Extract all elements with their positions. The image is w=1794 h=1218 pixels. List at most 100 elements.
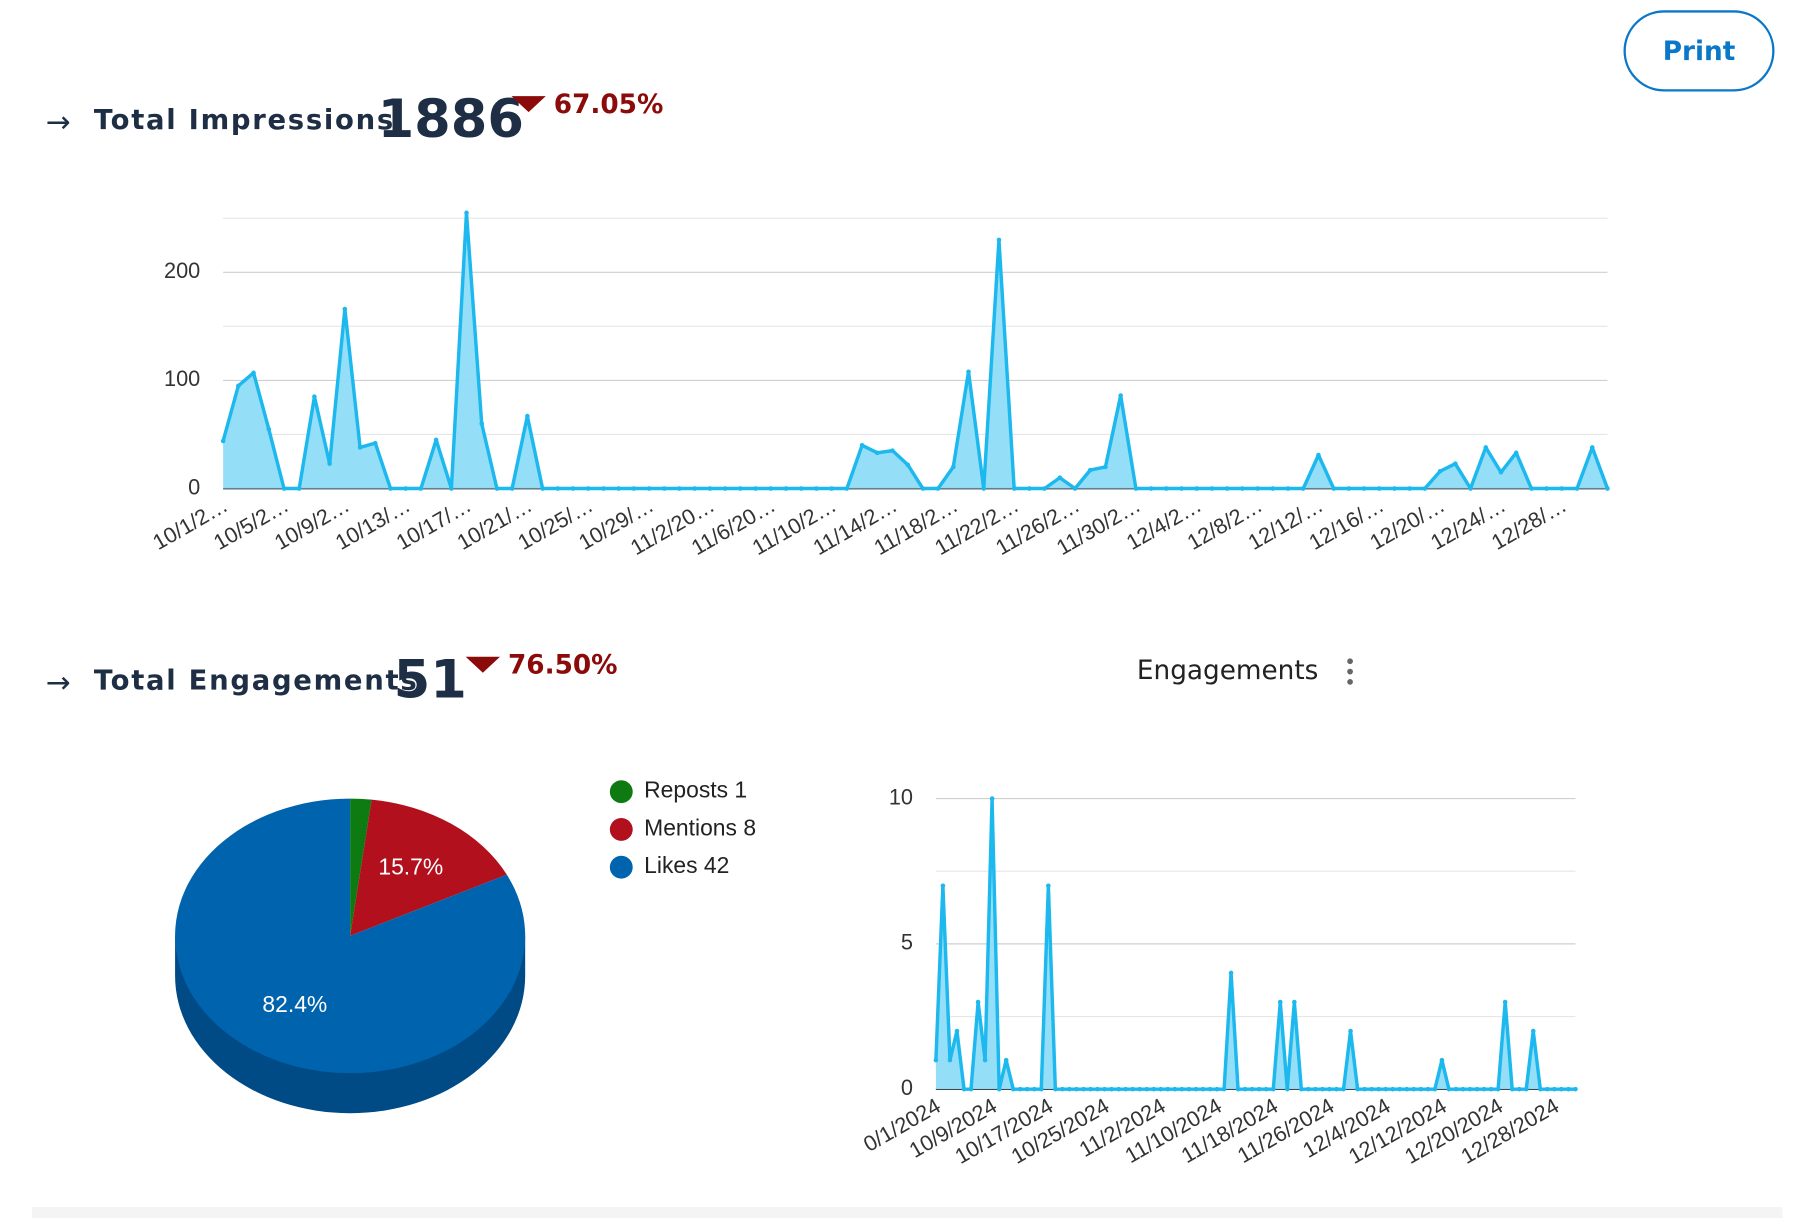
menu-icon[interactable] bbox=[1347, 658, 1353, 685]
point bbox=[1228, 970, 1234, 976]
point bbox=[509, 486, 515, 491]
pie-slice bbox=[350, 798, 372, 936]
point bbox=[890, 448, 895, 453]
point bbox=[1404, 1086, 1410, 1092]
point bbox=[1179, 1086, 1185, 1092]
point bbox=[692, 486, 698, 491]
legend-value: 8 bbox=[743, 815, 756, 841]
legend-name: Reposts bbox=[644, 777, 728, 803]
pie-slice bbox=[175, 798, 526, 1074]
point bbox=[1516, 1086, 1522, 1092]
point bbox=[449, 486, 454, 491]
y-tick-label: 10 bbox=[889, 784, 913, 809]
point bbox=[874, 450, 880, 456]
point bbox=[1123, 1086, 1128, 1092]
point bbox=[1214, 1086, 1220, 1092]
point bbox=[1270, 1086, 1276, 1092]
point bbox=[357, 445, 363, 450]
menu-dot[interactable] bbox=[1347, 668, 1353, 675]
point bbox=[464, 210, 469, 216]
menu-dot[interactable] bbox=[1347, 658, 1353, 665]
point bbox=[1439, 1057, 1445, 1063]
point bbox=[1011, 486, 1017, 491]
point bbox=[1453, 461, 1458, 466]
point bbox=[1194, 486, 1200, 491]
point bbox=[1087, 467, 1093, 473]
point bbox=[1383, 1086, 1388, 1092]
point bbox=[1102, 1086, 1107, 1092]
point bbox=[1377, 486, 1382, 491]
print-button-frame[interactable] bbox=[1623, 10, 1775, 92]
point bbox=[1088, 1086, 1093, 1092]
point bbox=[1468, 486, 1473, 491]
legend-name: Likes bbox=[644, 852, 697, 878]
engagements-change: 76.50% bbox=[508, 650, 618, 680]
point bbox=[1376, 1086, 1381, 1092]
point bbox=[1467, 1086, 1473, 1092]
print-button[interactable]: Print bbox=[1623, 10, 1775, 92]
point bbox=[1331, 486, 1336, 491]
point bbox=[1481, 1086, 1487, 1092]
legend-swatch bbox=[609, 855, 633, 879]
point bbox=[935, 486, 941, 491]
down-icon bbox=[465, 656, 501, 673]
point bbox=[1523, 1086, 1529, 1092]
point bbox=[1027, 486, 1032, 491]
point bbox=[798, 486, 804, 491]
legend-swatch bbox=[609, 780, 633, 804]
point bbox=[1151, 1086, 1157, 1092]
point bbox=[616, 486, 621, 491]
legend-label: Reposts 1 bbox=[644, 777, 747, 803]
point bbox=[982, 1057, 988, 1063]
point bbox=[1411, 1086, 1417, 1092]
legend-value: 1 bbox=[734, 777, 747, 803]
point bbox=[1057, 475, 1063, 481]
point bbox=[722, 486, 728, 491]
point bbox=[1285, 486, 1291, 491]
legend-label: Likes 42 bbox=[644, 852, 729, 878]
point bbox=[1179, 486, 1184, 491]
point bbox=[1024, 1086, 1030, 1092]
y-tick-label: 0 bbox=[901, 1075, 913, 1100]
slice-label: 82.4% bbox=[262, 991, 327, 1017]
point bbox=[859, 442, 865, 448]
print-label[interactable]: Print bbox=[1663, 37, 1736, 67]
point bbox=[940, 883, 946, 889]
point bbox=[236, 383, 241, 389]
point bbox=[1164, 486, 1169, 491]
point bbox=[494, 486, 500, 491]
legend-value: 42 bbox=[704, 852, 729, 878]
y-tick-label: 100 bbox=[164, 366, 200, 391]
point bbox=[1144, 1086, 1150, 1092]
arrow-icon: → bbox=[46, 666, 71, 701]
point bbox=[1148, 486, 1154, 491]
point bbox=[403, 486, 408, 491]
point bbox=[738, 486, 743, 491]
impressions-label: Total Impressions bbox=[94, 105, 395, 136]
legend-label: Mentions 8 bbox=[644, 815, 756, 841]
point bbox=[1488, 1086, 1494, 1092]
point bbox=[1137, 1086, 1142, 1092]
y-tick-label: 5 bbox=[901, 930, 913, 955]
impressions-total: 1886 bbox=[378, 89, 524, 150]
legend-swatch bbox=[609, 818, 633, 841]
point bbox=[1116, 1086, 1121, 1092]
point bbox=[1605, 486, 1610, 491]
legend-name: Mentions bbox=[644, 815, 737, 841]
menu-dot[interactable] bbox=[1347, 679, 1353, 685]
point bbox=[418, 486, 424, 491]
arrow-icon: → bbox=[46, 105, 71, 140]
point bbox=[1292, 999, 1297, 1005]
point bbox=[479, 421, 485, 426]
point bbox=[1538, 1086, 1543, 1092]
point bbox=[646, 486, 652, 491]
point bbox=[1574, 486, 1580, 491]
point bbox=[1046, 883, 1051, 889]
point bbox=[1032, 1086, 1037, 1092]
point bbox=[1306, 1086, 1311, 1092]
point bbox=[1010, 1086, 1016, 1092]
point bbox=[1130, 1086, 1135, 1092]
point bbox=[1249, 1086, 1255, 1092]
pie-slice bbox=[350, 799, 507, 936]
